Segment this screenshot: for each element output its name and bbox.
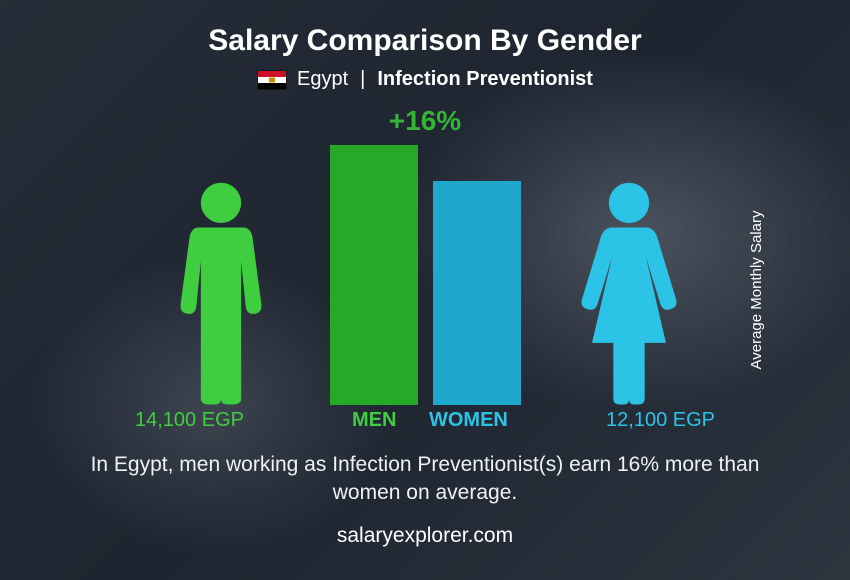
women-category-label: WOMEN (429, 409, 508, 432)
men-salary-bar (330, 145, 418, 405)
infographic-container: Salary Comparison By Gender Egypt | Infe… (0, 0, 850, 580)
men-salary-value: 14,100 EGP (135, 409, 244, 432)
description-text: In Egypt, men working as Infection Preve… (55, 451, 795, 508)
site-credit: salaryexplorer.com (337, 524, 513, 548)
job-label: Infection Preventionist (377, 68, 593, 91)
y-axis-label: Average Monthly Salary (748, 211, 765, 370)
country-label: Egypt (297, 68, 348, 91)
salary-comparison-chart: +16% 14,100 EGP MEN WOMEN 12,100 EGP (105, 105, 745, 445)
flag-emblem-icon (269, 77, 275, 82)
subtitle-row: Egypt | Infection Preventionist (257, 68, 593, 91)
women-salary-value: 12,100 EGP (606, 409, 715, 432)
subtitle-separator: | (360, 68, 365, 91)
male-figure-icon (165, 180, 277, 405)
egypt-flag-icon (257, 70, 287, 90)
flag-stripe-white (258, 77, 286, 83)
women-salary-bar (433, 181, 521, 405)
female-figure-icon (573, 180, 685, 405)
chart-axis-labels: 14,100 EGP MEN WOMEN 12,100 EGP (105, 409, 745, 439)
flag-stripe-black (258, 83, 286, 89)
difference-label: +16% (105, 105, 745, 137)
page-title: Salary Comparison By Gender (208, 24, 641, 58)
men-category-label: MEN (352, 409, 396, 432)
